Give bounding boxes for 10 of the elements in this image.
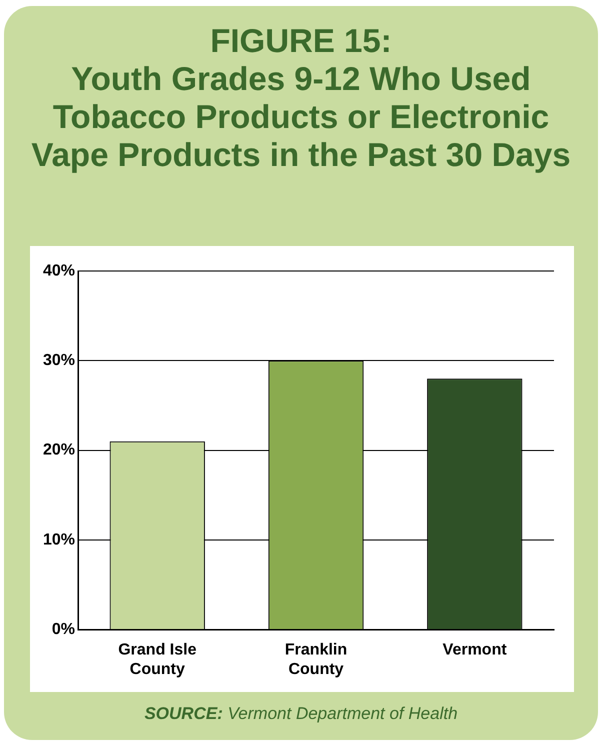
y-tick-label: 40% bbox=[42, 262, 76, 280]
x-tick-label: Franklin County bbox=[284, 642, 348, 678]
y-tick-label: 0% bbox=[52, 621, 76, 638]
y-tick-label: 30% bbox=[42, 352, 76, 370]
x-tick-label: Grand Isle County bbox=[118, 642, 197, 678]
y-tick-label: 20% bbox=[42, 442, 76, 459]
x-tick-label: Vermont bbox=[442, 642, 508, 659]
y-tick-label: 10% bbox=[42, 531, 76, 548]
chart-title: FIGURE 15: Youth Grades 9-12 Who Used Tobacco Products or Electronic Vape Products in the Past 30 Days bbox=[30, 22, 572, 174]
source-note: SOURCE: Vermont Department of Health bbox=[143, 704, 459, 724]
